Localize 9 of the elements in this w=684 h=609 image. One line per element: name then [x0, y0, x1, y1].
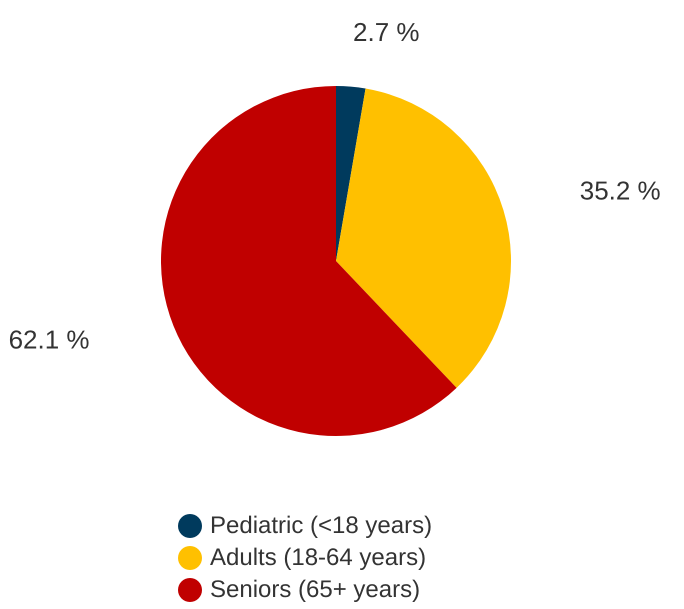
data-label: 2.7 %: [353, 16, 420, 47]
pie-slice: [336, 86, 366, 261]
data-label: 62.1 %: [8, 324, 90, 354]
legend-label: Seniors (65+ years): [210, 576, 420, 604]
pie-slice: [161, 86, 457, 436]
data-label: 35.2 %: [580, 176, 661, 206]
pie-slice: [336, 88, 511, 388]
legend-label: Adults (18-64 years): [210, 544, 426, 572]
legend-label: Pediatric (<18 years): [210, 512, 432, 540]
